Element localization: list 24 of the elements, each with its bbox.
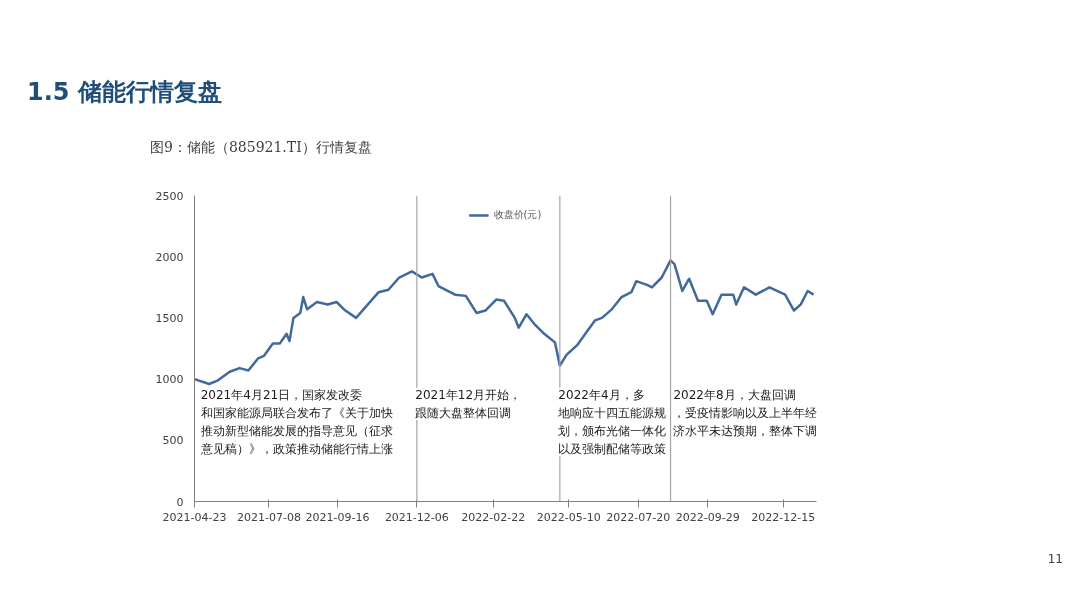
y-tick-label: 0: [176, 495, 184, 509]
annotation: 2022年8月，大盘回调，受疫情影响以及上半年经济水平未达预期，整体下调: [673, 387, 818, 439]
chart-title: 1.5 储能行情复盘: [27, 77, 222, 108]
y-tick-label: 500: [162, 434, 184, 448]
x-tick-label: 2021-07-08: [236, 510, 301, 524]
y-tick-label: 1000: [155, 373, 184, 387]
legend-label: 收盘价(元): [493, 208, 542, 222]
x-tick-label: 2022-12-15: [751, 510, 816, 524]
annotation: 2021年12月开始，跟随大盘整体回调: [415, 387, 522, 420]
text: 11: [1047, 551, 1063, 568]
y-tick-label: 1500: [155, 311, 184, 325]
x-tick-label: 2022-07-20: [606, 510, 671, 524]
y-tick-label: 2000: [155, 250, 184, 264]
annotation: 2021年4月21日，国家发改委和国家能源局联合发布了《关于加快推动新型储能发展的指导意见（征求意见稿）》，政策推动储能行情上涨: [199, 387, 393, 457]
line-series: [194, 259, 815, 386]
x-tick-label: 2022-02-22: [461, 510, 526, 524]
x-tick-label: 2021-12-06: [384, 510, 449, 524]
x-tick-label: 2021-09-16: [305, 510, 370, 524]
x-tick-label: 2022-09-29: [675, 510, 740, 524]
x-tick-label: 2021-04-23: [162, 510, 227, 524]
x-tick-label: 2022-05-10: [536, 510, 601, 524]
y-tick-label: 2500: [155, 189, 184, 203]
chart-subtitle: 图9：储能（885921.TI）行情复盘: [150, 138, 372, 157]
annotation: 2022年4月，多地响应十四五能源规划，颁布光储一体化以及强制配储等政策: [557, 387, 667, 457]
